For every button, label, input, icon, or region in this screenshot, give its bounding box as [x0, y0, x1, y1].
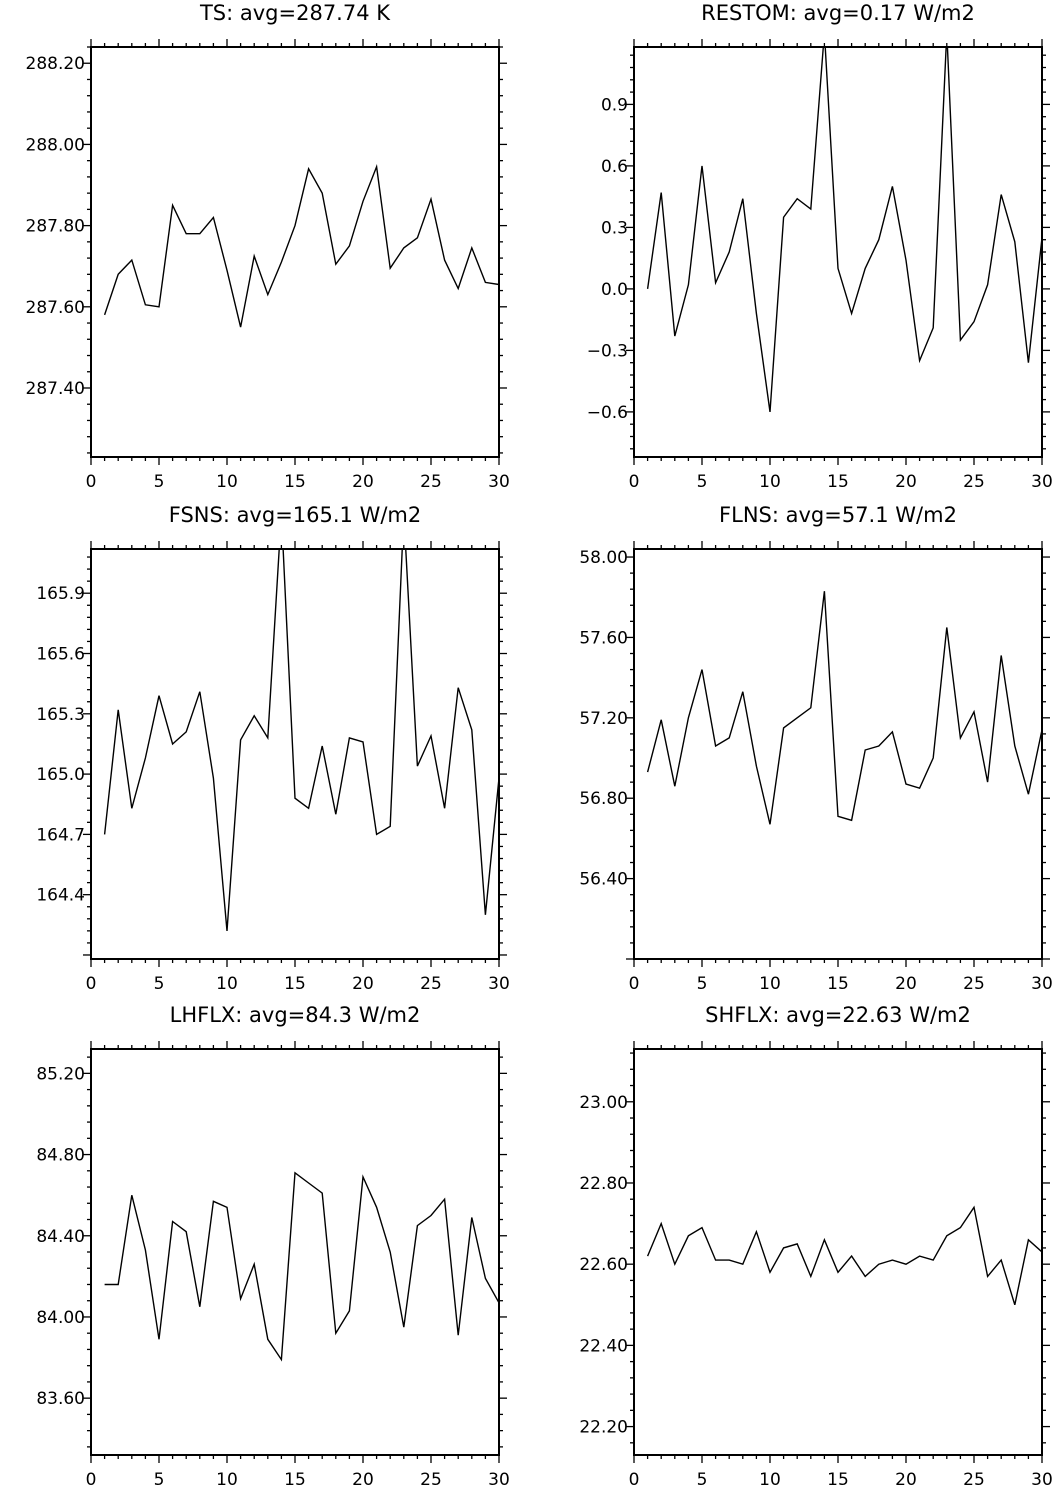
x-tick-label: 15: [284, 1470, 306, 1490]
y-tick-label: 84.00: [36, 1308, 85, 1328]
x-tick-label: 20: [895, 472, 917, 492]
x-tick-label: 30: [488, 1470, 510, 1490]
x-tick-label: 25: [420, 472, 442, 492]
x-tick-label: 5: [697, 1470, 708, 1490]
chart-title: TS: avg=287.74 K: [199, 1, 391, 25]
x-tick-label: 5: [697, 974, 708, 994]
series-line: [103, 549, 499, 931]
x-tick-label: 25: [963, 1470, 985, 1490]
x-tick-label: 0: [86, 974, 97, 994]
x-tick-label: 10: [216, 1470, 238, 1490]
chart-title: FLNS: avg=57.1 W/m2: [719, 503, 957, 527]
y-tick-label: −0.3: [587, 341, 628, 361]
x-tick-label: 15: [827, 1470, 849, 1490]
y-tick-label: 58.00: [579, 548, 628, 568]
y-tick-label: −0.6: [587, 403, 628, 423]
x-tick-label: 5: [154, 974, 165, 994]
chart-panel-5: LHFLX: avg=84.3 W/m2 0 5 10 15 20 25 30 83.60 84.…: [36, 1003, 509, 1490]
y-tick-label: 164.4: [36, 886, 85, 906]
y-tick-label: 287.40: [26, 379, 85, 399]
chart-title: FSNS: avg=165.1 W/m2: [169, 503, 422, 527]
y-tick-label: 0.3: [601, 218, 628, 238]
y-tick-label: 0.6: [601, 157, 628, 177]
x-tick-label: 10: [759, 1470, 781, 1490]
y-tick-label: 165.9: [36, 584, 85, 604]
x-tick-label: 15: [284, 472, 306, 492]
y-tick-label: 288.20: [26, 54, 85, 74]
plot-frame: [633, 46, 1043, 458]
plot-frame: [90, 1048, 500, 1456]
x-tick-label: 10: [216, 472, 238, 492]
x-tick-label: 5: [154, 472, 165, 492]
x-tick-label: 15: [284, 974, 306, 994]
y-tick-label: 0.9: [601, 95, 628, 115]
series-line: [103, 164, 499, 328]
y-tick-label: 165.6: [36, 645, 85, 665]
x-tick-label: 20: [352, 974, 374, 994]
y-tick-label: 165.0: [36, 765, 85, 785]
y-tick-label: 84.80: [36, 1146, 85, 1166]
x-tick-label: 25: [420, 974, 442, 994]
x-tick-label: 20: [895, 974, 917, 994]
y-tick-label: 22.20: [579, 1418, 628, 1438]
chart-title: SHFLX: avg=22.63 W/m2: [705, 1003, 971, 1027]
y-tick-label: 0.0: [601, 280, 628, 300]
plot-frame: [633, 548, 1043, 960]
x-tick-label: 0: [629, 472, 640, 492]
chart-title: RESTOM: avg=0.17 W/m2: [701, 1, 975, 25]
chart-panel-1: TS: avg=287.74 K 0 5 10 15 20 25 30 287.40 287.60…: [26, 1, 510, 492]
x-tick-label: 15: [827, 472, 849, 492]
y-tick-label: 56.80: [579, 789, 628, 809]
y-tick-label: 23.00: [579, 1093, 628, 1113]
y-tick-label: 84.40: [36, 1227, 85, 1247]
x-tick-label: 0: [629, 1470, 640, 1490]
x-tick-label: 20: [352, 472, 374, 492]
y-tick-label: 22.60: [579, 1255, 628, 1275]
x-tick-label: 0: [86, 1470, 97, 1490]
y-tick-label: 57.20: [579, 709, 628, 729]
x-tick-label: 20: [352, 1470, 374, 1490]
y-tick-label: 22.80: [579, 1174, 628, 1194]
x-tick-label: 30: [1031, 974, 1053, 994]
x-tick-label: 30: [1031, 472, 1053, 492]
plot-frame: [633, 1048, 1043, 1456]
y-tick-label: 57.60: [579, 628, 628, 648]
x-tick-label: 5: [154, 1470, 165, 1490]
chart-panel-2: RESTOM: avg=0.17 W/m2 0 5 10 15 20 25 30 −0.6 −0.…: [587, 1, 1053, 492]
series-line: [646, 1205, 1042, 1306]
y-tick-label: 56.40: [579, 870, 628, 890]
x-tick-label: 10: [216, 974, 238, 994]
x-tick-label: 10: [759, 472, 781, 492]
x-tick-label: 25: [963, 472, 985, 492]
chart-panel-6: SHFLX: avg=22.63 W/m2 0 5 10 15 20 25 30 22.20 22…: [579, 1003, 1052, 1490]
y-tick-label: 288.00: [26, 135, 85, 155]
x-tick-label: 5: [697, 472, 708, 492]
y-tick-label: 287.80: [26, 217, 85, 237]
x-tick-label: 20: [895, 1470, 917, 1490]
series-line: [646, 47, 1042, 412]
plot-frame: [90, 548, 500, 960]
y-tick-label: 85.20: [36, 1064, 85, 1084]
y-tick-label: 164.7: [36, 825, 85, 845]
chart-panel-4: FLNS: avg=57.1 W/m2 0 5 10 15 20 25 30 56.40 56.8…: [579, 503, 1052, 994]
x-tick-label: 10: [759, 974, 781, 994]
x-tick-label: 30: [1031, 1470, 1053, 1490]
x-tick-label: 30: [488, 974, 510, 994]
plot-frame: [90, 46, 500, 458]
x-tick-label: 0: [86, 472, 97, 492]
x-tick-label: 25: [963, 974, 985, 994]
y-tick-label: 287.60: [26, 298, 85, 318]
y-tick-label: 22.40: [579, 1336, 628, 1356]
chart-panel-3: FSNS: avg=165.1 W/m2 0 5 10 15 20 25 30 164.4 164…: [36, 503, 509, 994]
x-tick-label: 25: [420, 1470, 442, 1490]
series-line: [104, 1171, 499, 1362]
x-tick-label: 0: [629, 974, 640, 994]
x-tick-label: 30: [488, 472, 510, 492]
series-line: [646, 591, 1042, 825]
y-tick-label: 165.3: [36, 705, 85, 725]
x-tick-label: 15: [827, 974, 849, 994]
chart-title: LHFLX: avg=84.3 W/m2: [170, 1003, 421, 1027]
y-tick-label: 83.60: [36, 1389, 85, 1409]
